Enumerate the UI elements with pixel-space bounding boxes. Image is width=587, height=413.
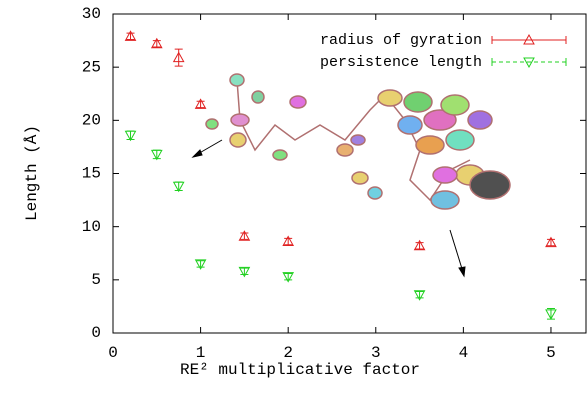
- error-bar: [196, 100, 205, 109]
- x-axis-label: RE² multiplicative factor: [180, 361, 420, 379]
- data-point: [545, 309, 557, 320]
- legend-marker: [523, 33, 535, 45]
- error-bar: [240, 267, 249, 276]
- legend-marker: [523, 57, 535, 69]
- x-tick-label: 3: [371, 344, 381, 362]
- legend-caps: [491, 58, 567, 66]
- data-point: [150, 37, 163, 49]
- y-tick-label: 30: [82, 5, 101, 23]
- legend-caps: [491, 36, 567, 44]
- data-point: [238, 230, 251, 241]
- error-bar: [196, 260, 205, 268]
- error-bar: [284, 237, 293, 246]
- data-point: [413, 239, 426, 251]
- error-bar: [240, 232, 249, 240]
- data-point: [282, 272, 295, 283]
- error-bar: [284, 272, 293, 281]
- error-bar: [415, 242, 424, 250]
- x-tick-label: 0: [108, 344, 118, 362]
- y-tick-label: 20: [82, 112, 101, 130]
- error-bar: [415, 291, 424, 299]
- data-point: [124, 130, 137, 142]
- error-bar: [126, 32, 135, 41]
- y-tick-label: 15: [82, 165, 101, 183]
- data-point: [172, 181, 185, 193]
- legend-label: radius of gyration: [320, 32, 482, 49]
- data-point: [194, 98, 207, 109]
- data-point: [282, 235, 295, 247]
- y-axis-label: Length (Å): [23, 125, 41, 221]
- x-tick-label: 4: [459, 344, 469, 362]
- y-tick-label: 10: [82, 218, 101, 236]
- error-bar: [152, 40, 161, 48]
- x-tick-label: 1: [196, 344, 206, 362]
- data-point: [172, 51, 185, 63]
- data-point: [194, 259, 207, 270]
- molecule-illustration: [205, 73, 511, 210]
- y-tick-label: 5: [91, 271, 101, 289]
- data-point: [413, 290, 426, 301]
- y-tick-label: 0: [91, 324, 101, 342]
- error-bar: [546, 238, 555, 247]
- x-tick-label: 5: [546, 344, 556, 362]
- legend-label: persistence length: [320, 54, 482, 71]
- data-point: [150, 149, 163, 161]
- arrows: [191, 139, 466, 278]
- data-point: [238, 266, 251, 278]
- y-tick-label: 25: [82, 58, 101, 76]
- data-point: [545, 236, 557, 248]
- data-point: [124, 30, 137, 41]
- x-tick-label: 2: [283, 344, 293, 362]
